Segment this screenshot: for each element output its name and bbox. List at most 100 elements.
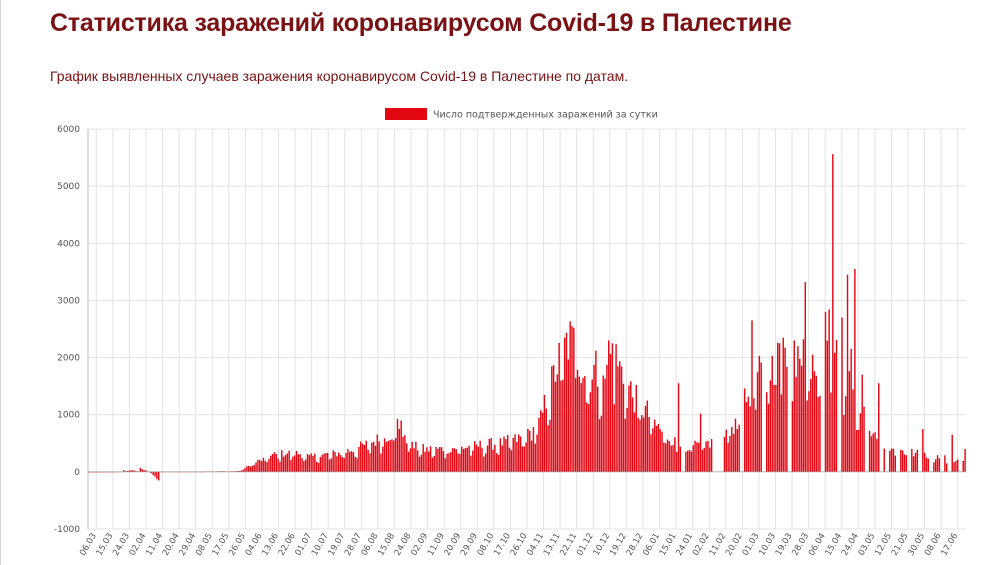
daily-bar <box>810 379 812 472</box>
daily-bar <box>674 437 676 472</box>
daily-bar <box>334 451 336 472</box>
daily-bar <box>328 459 331 472</box>
daily-bar <box>648 417 650 472</box>
daily-bar <box>306 454 309 472</box>
daily-bar <box>653 419 656 472</box>
daily-bar <box>804 282 806 472</box>
daily-bar <box>620 366 623 472</box>
daily-bar <box>944 455 946 472</box>
daily-bar <box>352 452 355 472</box>
daily-bar <box>257 459 259 472</box>
y-tick-label: 0 <box>74 468 80 478</box>
daily-bar <box>936 455 939 472</box>
daily-bar <box>505 439 507 472</box>
daily-bar <box>453 448 456 472</box>
daily-bar <box>765 392 768 472</box>
daily-bar <box>598 419 601 472</box>
daily-bar <box>433 455 435 472</box>
daily-bar <box>552 365 555 472</box>
daily-bar <box>281 450 283 472</box>
daily-bar <box>512 437 514 472</box>
daily-bar <box>861 374 863 472</box>
daily-bar <box>631 397 634 472</box>
daily-bar <box>675 451 678 472</box>
daily-bar <box>793 340 795 472</box>
daily-bar <box>383 438 386 472</box>
daily-bar <box>317 462 320 472</box>
x-axis: 06.0315.0324.0302.0411.0420.0429.0408.05… <box>78 532 960 558</box>
left-border <box>0 0 1 565</box>
daily-bar <box>549 419 551 472</box>
legend[interactable]: Число подтвержденных заражений за сутки <box>385 108 658 121</box>
daily-bar <box>672 445 674 472</box>
daily-bar <box>760 362 762 472</box>
daily-bar <box>562 379 564 472</box>
daily-bar <box>843 415 845 472</box>
daily-bar <box>402 436 404 472</box>
daily-bar <box>626 407 628 472</box>
daily-bar <box>123 470 125 472</box>
daily-bar <box>600 415 603 472</box>
daily-bar <box>756 372 759 472</box>
daily-bar <box>571 326 573 472</box>
daily-bar <box>641 415 643 472</box>
daily-bar <box>670 445 672 472</box>
daily-bar <box>870 436 873 472</box>
daily-bar <box>911 449 913 472</box>
daily-bar <box>613 404 615 472</box>
daily-bar <box>304 459 307 472</box>
daily-bar <box>709 447 711 472</box>
daily-bar <box>251 465 254 472</box>
daily-bar <box>339 455 342 472</box>
daily-bar <box>777 342 779 472</box>
daily-bar <box>393 440 395 472</box>
daily-bar <box>361 443 364 472</box>
daily-bar <box>321 454 323 472</box>
daily-bar <box>418 456 421 472</box>
daily-bar <box>319 457 322 472</box>
daily-bar <box>475 444 478 472</box>
daily-bar <box>547 425 549 472</box>
daily-bar <box>358 446 360 472</box>
daily-bar <box>462 448 465 472</box>
daily-bar <box>503 436 505 472</box>
daily-bar <box>771 355 773 472</box>
daily-bar <box>699 413 702 472</box>
daily-bar <box>622 383 625 472</box>
daily-bar <box>235 471 237 472</box>
daily-bar <box>347 449 349 472</box>
daily-bar <box>701 449 704 472</box>
daily-bar <box>878 383 880 472</box>
daily-bar <box>216 471 219 472</box>
daily-bar <box>799 358 801 472</box>
daily-bar <box>450 452 452 472</box>
daily-bar <box>841 317 843 472</box>
daily-bar <box>784 347 786 472</box>
daily-bar <box>284 455 287 472</box>
daily-bar <box>604 378 606 472</box>
daily-bar <box>679 446 682 472</box>
daily-bar <box>141 469 143 472</box>
daily-bar <box>532 427 535 472</box>
daily-bar <box>922 429 924 472</box>
daily-bar <box>394 437 397 472</box>
daily-bar <box>813 371 816 472</box>
daily-bar <box>238 470 241 472</box>
daily-bar <box>688 450 691 472</box>
daily-bar <box>855 429 858 472</box>
daily-bar <box>595 350 597 472</box>
daily-bar <box>391 439 393 472</box>
daily-bar <box>472 450 474 472</box>
daily-bar <box>591 379 593 472</box>
daily-bar <box>868 430 871 472</box>
daily-bar <box>479 440 481 472</box>
daily-bar <box>139 467 142 472</box>
daily-bar <box>850 349 852 472</box>
daily-bar <box>729 435 731 472</box>
daily-bar <box>132 470 134 472</box>
daily-bar <box>338 452 340 472</box>
y-tick-label: 5000 <box>57 182 80 192</box>
daily-bar <box>90 471 92 473</box>
daily-bar <box>236 471 239 472</box>
daily-bar <box>863 406 865 472</box>
